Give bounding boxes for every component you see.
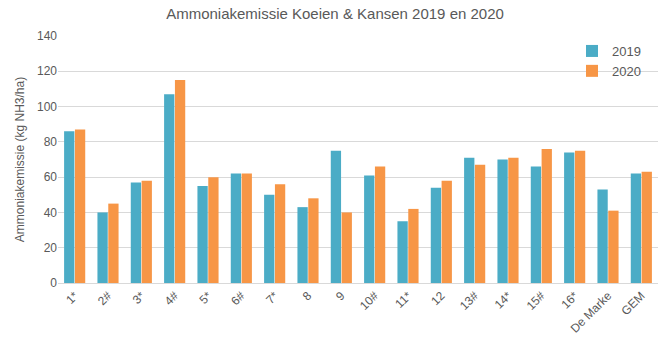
svg-text:GEM: GEM <box>618 289 647 318</box>
svg-text:2#: 2# <box>95 289 115 309</box>
svg-text:60: 60 <box>44 170 58 184</box>
svg-text:100: 100 <box>37 100 57 114</box>
svg-text:2020: 2020 <box>612 64 641 79</box>
svg-text:14*: 14* <box>492 289 515 312</box>
svg-text:20: 20 <box>44 241 58 255</box>
svg-text:120: 120 <box>37 64 57 78</box>
svg-text:8: 8 <box>300 289 315 304</box>
svg-text:2019: 2019 <box>612 44 641 59</box>
svg-text:6#: 6# <box>228 289 248 309</box>
svg-text:1*: 1* <box>63 289 81 307</box>
svg-text:16*: 16* <box>558 289 581 312</box>
svg-text:4#: 4# <box>162 289 182 309</box>
svg-text:11*: 11* <box>392 289 414 311</box>
svg-text:De Marke: De Marke <box>568 289 615 336</box>
svg-text:7*: 7* <box>263 289 281 307</box>
svg-text:10#: 10# <box>357 289 381 313</box>
svg-text:140: 140 <box>37 29 57 43</box>
svg-text:0: 0 <box>50 276 57 290</box>
svg-text:13#: 13# <box>457 289 481 313</box>
svg-text:9: 9 <box>333 289 348 304</box>
svg-text:12: 12 <box>428 289 448 309</box>
svg-text:15#: 15# <box>524 289 548 313</box>
svg-text:3*: 3* <box>130 289 148 307</box>
svg-text:Ammoniakemissie (kg NH3/ha): Ammoniakemissie (kg NH3/ha) <box>13 77 27 242</box>
svg-text:Ammoniakemissie Koeien & Kanse: Ammoniakemissie Koeien & Kansen 2019 en … <box>166 5 504 22</box>
svg-text:40: 40 <box>44 206 58 220</box>
svg-text:5*: 5* <box>196 289 214 307</box>
svg-text:80: 80 <box>44 135 58 149</box>
